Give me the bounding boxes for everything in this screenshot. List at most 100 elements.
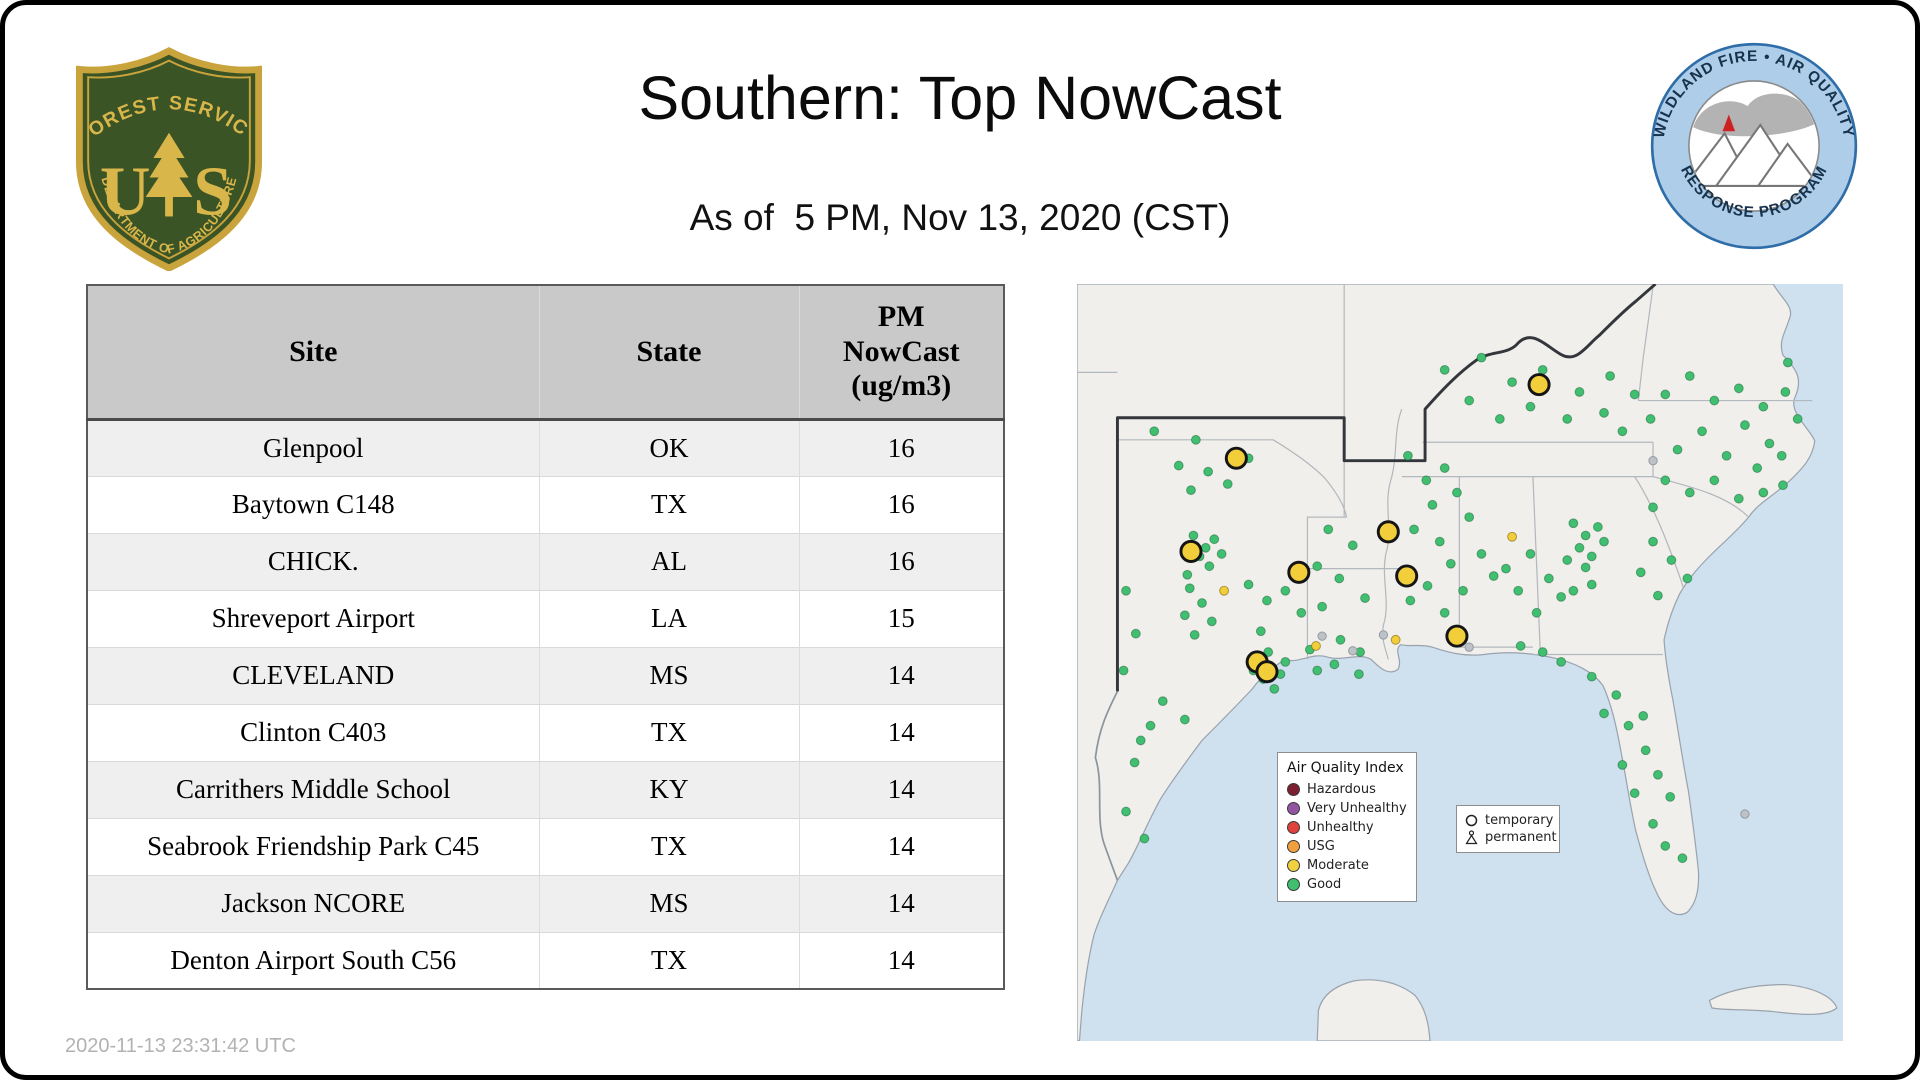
generation-timestamp: 2020-11-13 23:31:42 UTC	[65, 1035, 296, 1057]
site-cell: Clinton C403	[87, 703, 539, 761]
monitor-dot-good	[1666, 555, 1677, 565]
pine-tree-icon	[145, 132, 193, 217]
monitor-dot-good	[1568, 585, 1579, 596]
monitor-dot-good	[1507, 377, 1517, 388]
aqi-item-label: Unhealthy	[1307, 820, 1374, 835]
monitor-dot-good	[1574, 387, 1585, 397]
table-row: CLEVELAND MS 14	[87, 646, 1004, 704]
site-cell: Baytown C148	[87, 475, 539, 533]
aqi-color-dot	[1287, 859, 1300, 872]
monitor-dot-good	[1439, 364, 1450, 375]
monitor-dot-good	[1617, 760, 1628, 770]
aqi-color-dot	[1287, 840, 1300, 853]
monitor-dot-good	[1189, 629, 1200, 640]
monitor-dot-good	[1494, 414, 1505, 424]
monitor-dot-good	[1200, 542, 1211, 553]
aqi-item-label: Very Unhealthy	[1307, 801, 1407, 816]
monitor-dot-good	[1758, 401, 1769, 412]
monitor-dot-good	[1640, 745, 1651, 756]
monitor-dot-good	[1280, 585, 1291, 596]
aqi-legend-item: Hazardous	[1287, 782, 1408, 797]
monitor-dot-good	[1740, 420, 1750, 431]
monitor-dot-good	[1269, 683, 1280, 694]
monitor-dot-moderate-temporary	[1445, 624, 1469, 648]
monitor-dot-good	[1592, 522, 1603, 532]
monitor-dot-good	[1184, 583, 1195, 594]
monitor-dot-good	[1660, 841, 1671, 851]
basemap-svg	[1077, 284, 1843, 1041]
monitor-dot-moderate-temporary	[1179, 539, 1203, 563]
table-body: Glenpool OK 16 Baytown C148 TX 16 CHICK. AL 16 Sh…	[87, 418, 1004, 989]
monitor-dot-nodata	[1348, 646, 1358, 656]
monitor-dot-good	[1660, 475, 1671, 486]
monitor-map: Air Quality Index Hazardous Very Unhealth…	[1077, 284, 1843, 1041]
state-cell: OK	[538, 418, 799, 476]
monitor-dot-good	[1464, 395, 1475, 406]
pm-nowcast-cell: 15	[798, 589, 1004, 647]
monitor-dot-good	[1780, 387, 1791, 397]
site-cell: Denton Airport South C56	[87, 931, 539, 989]
fs-logo-letter-u: U	[100, 154, 151, 231]
monitor-dot-good	[1427, 499, 1438, 510]
monitor-dot-good	[1458, 585, 1468, 596]
monitor-dot-good	[1515, 641, 1526, 651]
monitor-dot-good	[1255, 626, 1266, 637]
monitor-dot-good	[1329, 659, 1340, 670]
monitor-dot-good	[1190, 434, 1201, 445]
monitor-dot-good	[1709, 395, 1720, 406]
site-cell: Shreveport Airport	[87, 589, 539, 647]
monitor-dot-good	[1665, 791, 1676, 802]
monitor-dot-good	[1157, 696, 1168, 707]
monitor-dot-good	[1405, 595, 1416, 606]
monitor-dot-good	[1599, 536, 1609, 547]
monitor-dot-good	[1312, 665, 1323, 676]
monitor-dot-good	[1638, 710, 1649, 721]
monitor-dot-good	[1452, 487, 1462, 498]
aqi-legend-items: Hazardous Very Unhealthy Unhealthy USG Moder…	[1287, 782, 1408, 892]
monitor-dot-good	[1188, 530, 1199, 541]
yucatan-shape	[1316, 979, 1431, 1041]
pm-nowcast-cell: 14	[798, 646, 1004, 704]
aqi-legend-item: Unhealthy	[1287, 820, 1408, 835]
monitor-dot-good	[1660, 389, 1671, 400]
monitor-dot-good	[1130, 628, 1141, 639]
mountains-shape	[1689, 123, 1819, 187]
state-cell: KY	[538, 760, 799, 818]
monitor-dot-moderate-temporary	[1376, 520, 1400, 544]
state-cell: TX	[538, 817, 799, 875]
monitor-dot-good	[1599, 708, 1609, 719]
monitor-dot-nodata	[1378, 630, 1389, 640]
site-cell: CLEVELAND	[87, 646, 539, 704]
marker-type-legend: temporary permanent	[1456, 805, 1560, 853]
monitor-dot-good	[1537, 364, 1548, 375]
monitor-dot-good	[1525, 549, 1536, 559]
monitor-dot-good	[1312, 561, 1323, 572]
monitor-dot-good	[1617, 426, 1628, 437]
monitor-dot-good	[1347, 540, 1358, 551]
monitor-dot-good	[1422, 580, 1433, 591]
site-cell: Glenpool	[87, 418, 539, 476]
monitor-dot-good	[1580, 530, 1591, 541]
forest-service-logo: FOREST SERVICE U S DEPARTMENT OF AGRICUL…	[71, 47, 263, 271]
monitor-dot-good	[1263, 647, 1274, 657]
monitor-dot-moderate-temporary	[1395, 564, 1419, 588]
marker-legend-permanent-row: permanent	[1464, 830, 1557, 845]
pm-nowcast-cell: 16	[798, 532, 1004, 590]
col-header-site: Site	[87, 285, 539, 421]
monitor-dot-good	[1121, 806, 1131, 817]
monitor-dot-good	[1623, 720, 1634, 731]
aqi-color-dot	[1287, 821, 1300, 834]
region-border	[1115, 284, 1657, 692]
monitor-dot-good	[1296, 607, 1307, 618]
monitor-dot-good	[1682, 573, 1693, 584]
state-cell: MS	[538, 874, 799, 932]
state-cell: TX	[538, 931, 799, 989]
monitor-dot-good	[1648, 502, 1658, 513]
pm-nowcast-cell: 16	[798, 475, 1004, 533]
monitor-dot-good	[1792, 414, 1803, 424]
monitor-dot-good	[1173, 460, 1184, 471]
monitor-dot-good	[1439, 607, 1450, 618]
monitor-dot-good	[1135, 735, 1146, 746]
monitor-dot-good	[1580, 562, 1591, 573]
